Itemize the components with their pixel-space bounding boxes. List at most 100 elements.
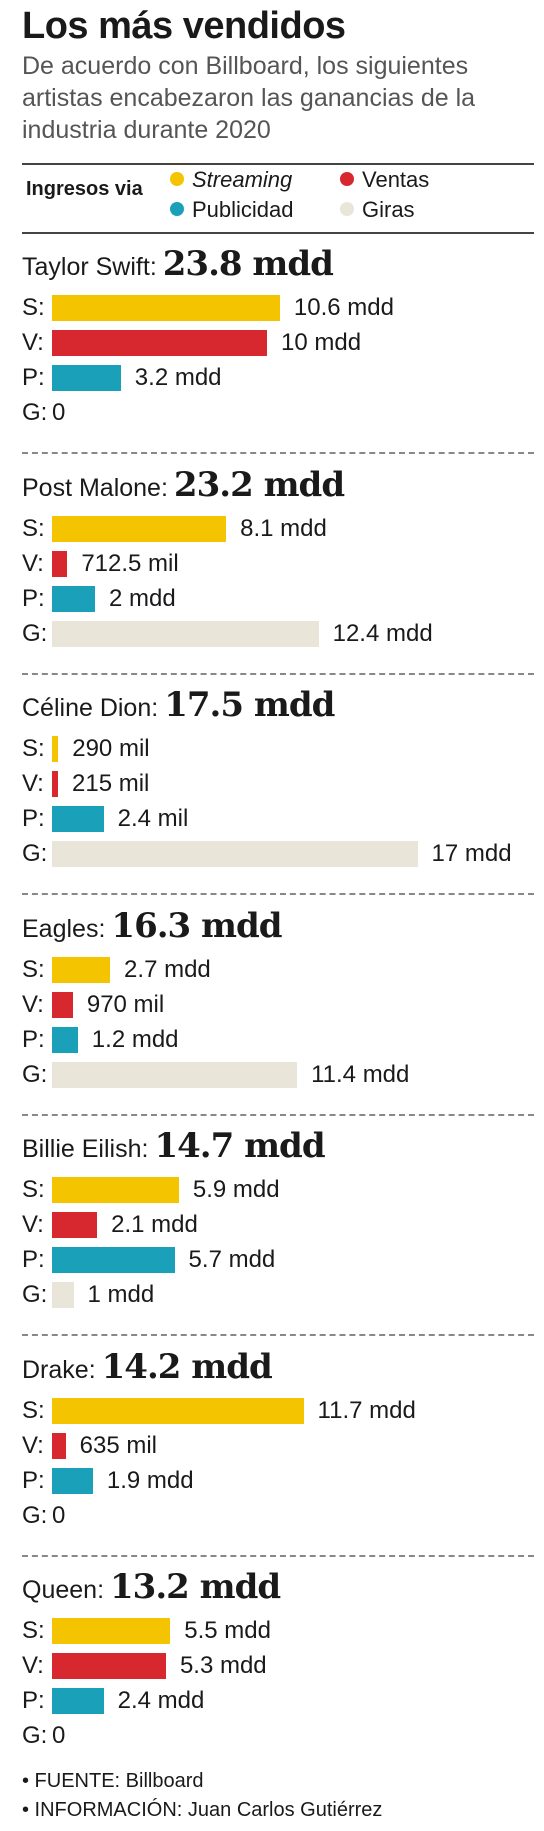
row-key-v: V: <box>22 549 44 577</box>
row-key-p: P: <box>22 1466 45 1494</box>
row-key-s: S: <box>22 294 45 321</box>
bar-streaming <box>52 956 111 983</box>
streaming-swatch <box>170 172 184 186</box>
row-key-v: V: <box>22 990 44 1018</box>
bar-publicidad <box>52 585 95 612</box>
legend-publicidad-label: Publicidad <box>192 197 294 222</box>
bar-ventas <box>52 771 58 797</box>
legend-ventas: Ventas <box>340 166 429 194</box>
giras-swatch <box>340 202 354 216</box>
artist-name-colon: : <box>88 1355 96 1384</box>
value-label: 12.4 mdd <box>332 619 433 647</box>
bar-ventas <box>52 991 73 1018</box>
artist-total: 16.3 mdd <box>111 905 282 946</box>
legend-giras-label: Giras <box>362 197 415 222</box>
value-label: 8.1 mdd <box>240 514 327 542</box>
artist-heading: Post Malone: 23.2 mdd <box>22 468 345 504</box>
value-label: 635 mil <box>79 1431 158 1459</box>
legend-giras: Giras <box>340 196 415 224</box>
artist-divider <box>22 1554 534 1557</box>
artist-name: Eagles <box>22 914 99 943</box>
artist-divider <box>22 1113 534 1116</box>
artist-heading: Taylor Swift: 23.8 mdd <box>22 247 334 283</box>
value-label: 1 mdd <box>87 1281 155 1308</box>
value-label: 0 <box>52 1501 66 1529</box>
value-label: 1.9 mdd <box>106 1466 194 1494</box>
artist-name-colon: : <box>160 473 168 502</box>
artist-name-colon: : <box>97 1576 105 1604</box>
bar-giras <box>52 620 319 647</box>
value-label: 11.4 mdd <box>311 1060 410 1088</box>
row-key-v: V: <box>22 1211 44 1238</box>
bar-ventas <box>52 1212 98 1238</box>
artist-heading: Céline Dion: 17.5 mdd <box>22 688 335 724</box>
value-label: 712.5 mil <box>81 549 179 577</box>
artist-name: Billie Eilish <box>22 1135 142 1163</box>
legend-ventas-label: Ventas <box>362 167 430 192</box>
artist-total: 14.2 mdd <box>101 1346 273 1387</box>
value-label: 3.2 mdd <box>134 364 222 391</box>
artist-heading: Queen: 13.2 mdd <box>22 1570 281 1606</box>
bar-streaming <box>52 1618 171 1644</box>
row-key-v: V: <box>22 1431 44 1459</box>
value-label: 290 mil <box>72 735 150 762</box>
artist-name: Céline Dion <box>22 694 152 722</box>
artist-name-colon: : <box>151 694 159 722</box>
value-label: 0 <box>52 399 66 426</box>
artist-total: 23.8 mdd <box>162 244 334 284</box>
bar-ventas <box>52 1653 166 1679</box>
row-key-g: G: <box>22 399 48 426</box>
artist-heading: Eagles: 16.3 mdd <box>22 909 283 945</box>
artist-heading: Drake: 14.2 mdd <box>22 1350 273 1386</box>
bar-streaming <box>52 295 280 321</box>
value-label: 2.7 mdd <box>124 955 211 983</box>
value-label: 5.5 mdd <box>184 1617 271 1644</box>
artist-divider <box>22 1334 534 1336</box>
row-key-p: P: <box>22 1025 45 1053</box>
artist-divider <box>22 893 534 895</box>
bar-giras <box>52 1061 298 1088</box>
row-key-g: G: <box>22 619 48 647</box>
value-label: 17 mdd <box>431 840 512 867</box>
artist-name: Taylor Swift <box>22 253 150 281</box>
value-label: 2.4 mil <box>117 805 189 832</box>
artist-name: Post Malone <box>22 473 161 502</box>
bar-giras <box>52 1282 74 1308</box>
value-label: 11.7 mdd <box>317 1396 416 1424</box>
row-key-g: G: <box>22 1281 48 1308</box>
artist-heading: Billie Eilish: 14.7 mdd <box>22 1129 326 1165</box>
artist-name: Drake <box>22 1355 89 1384</box>
bar-giras <box>52 841 418 867</box>
row-key-g: G: <box>22 1501 48 1529</box>
row-key-v: V: <box>22 1652 44 1679</box>
artist-total: 17.5 mdd <box>164 685 335 725</box>
chart-title: Los más vendidos <box>22 5 346 47</box>
bar-ventas <box>52 550 68 577</box>
row-key-v: V: <box>22 770 44 797</box>
artist-total: 23.2 mdd <box>173 464 345 505</box>
value-label: 2.4 mdd <box>117 1687 205 1714</box>
value-label: 2.1 mdd <box>111 1211 198 1238</box>
row-key-s: S: <box>22 1176 45 1203</box>
footer-source: • FUENTE: Billboard <box>22 1770 204 1792</box>
legend-label: Ingresos via <box>26 178 143 200</box>
bar-publicidad <box>52 1247 175 1273</box>
artist-divider <box>22 672 534 675</box>
artist-name-colon: : <box>149 253 157 281</box>
value-label: 5.7 mdd <box>188 1246 276 1273</box>
value-label: 970 mil <box>86 990 165 1018</box>
row-key-g: G: <box>22 1722 48 1749</box>
bar-streaming <box>52 1397 304 1424</box>
value-label: 215 mil <box>72 770 150 797</box>
row-key-p: P: <box>22 1687 45 1714</box>
bar-ventas <box>52 1432 66 1459</box>
artist-name: Queen <box>22 1576 98 1604</box>
row-key-p: P: <box>22 364 45 391</box>
row-key-g: G: <box>22 840 48 867</box>
row-key-s: S: <box>22 514 45 542</box>
row-key-v: V: <box>22 329 44 356</box>
value-label: 5.9 mdd <box>192 1176 280 1203</box>
value-label: 1.2 mdd <box>91 1025 179 1053</box>
artist-total: 13.2 mdd <box>110 1567 281 1607</box>
legend-streaming: Streaming <box>170 166 292 194</box>
